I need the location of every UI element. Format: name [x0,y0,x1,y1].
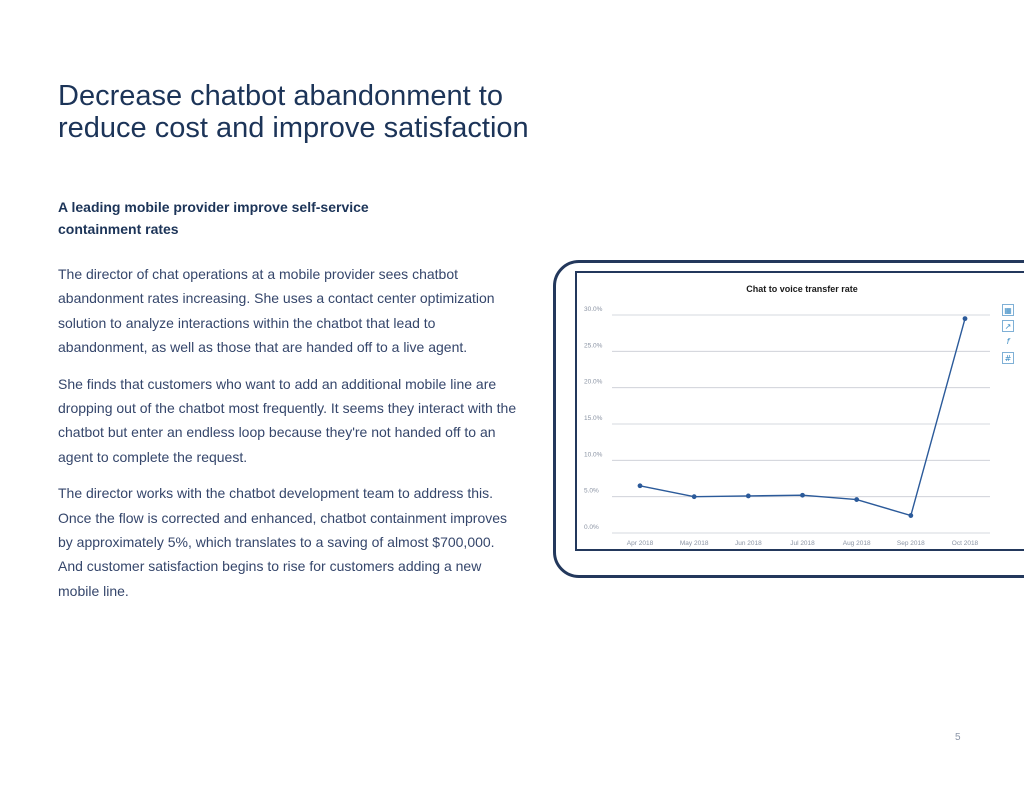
page-number: 5 [955,732,961,743]
page-title: Decrease chatbot abandonment to reduce c… [58,80,618,144]
title-line-2: reduce cost and improve satisfaction [58,112,529,144]
title-line-1: Decrease chatbot abandonment to [58,80,503,112]
x-tick-label: Jul 2018 [790,540,815,547]
data-point [691,494,697,500]
subtitle: A leading mobile provider improve self-s… [58,196,418,240]
paragraph-2: She finds that customers who want to add… [58,375,517,465]
data-point [962,316,968,322]
y-tick-label: 5.0% [584,488,599,495]
subtitle-line-1: A leading mobile provider improve self-s… [58,199,369,215]
paragraph-3: The director works with the chatbot deve… [58,485,508,599]
y-tick-label: 15.0% [584,415,603,422]
y-tick-label: 25.0% [584,342,603,349]
x-tick-label: Aug 2018 [843,540,871,547]
tablet-screen [575,271,1024,551]
formula-icon[interactable]: f [1006,337,1010,346]
y-tick-label: 10.0% [584,451,603,458]
series-line [639,318,966,517]
y-tick-label: 0.0% [584,524,599,531]
chart-icon[interactable]: ↗ [1002,320,1014,332]
grid-icon[interactable]: # [1002,352,1014,364]
x-tick-label: Oct 2018 [952,540,979,547]
data-point [637,483,643,489]
table-icon[interactable]: ▦ [1002,304,1014,316]
x-tick-label: Apr 2018 [627,540,654,547]
x-tick-label: Jun 2018 [735,540,762,547]
body-text: The director of chat operations at a mob… [58,262,518,615]
data-point [908,513,914,518]
y-tick-label: 20.0% [584,379,603,386]
data-point [854,497,860,502]
data-point [745,493,751,499]
chart-toolbar: ▦ ↗ f # [1000,304,1018,368]
data-point [800,492,805,498]
x-tick-label: May 2018 [680,540,709,547]
chart-title: Chat to voice transfer rate [746,284,858,294]
y-tick-label: 30.0% [584,306,603,313]
paragraph-1: The director of chat operations at a mob… [58,266,495,356]
subtitle-line-2: containment rates [58,221,179,237]
x-tick-label: Sep 2018 [897,540,925,547]
